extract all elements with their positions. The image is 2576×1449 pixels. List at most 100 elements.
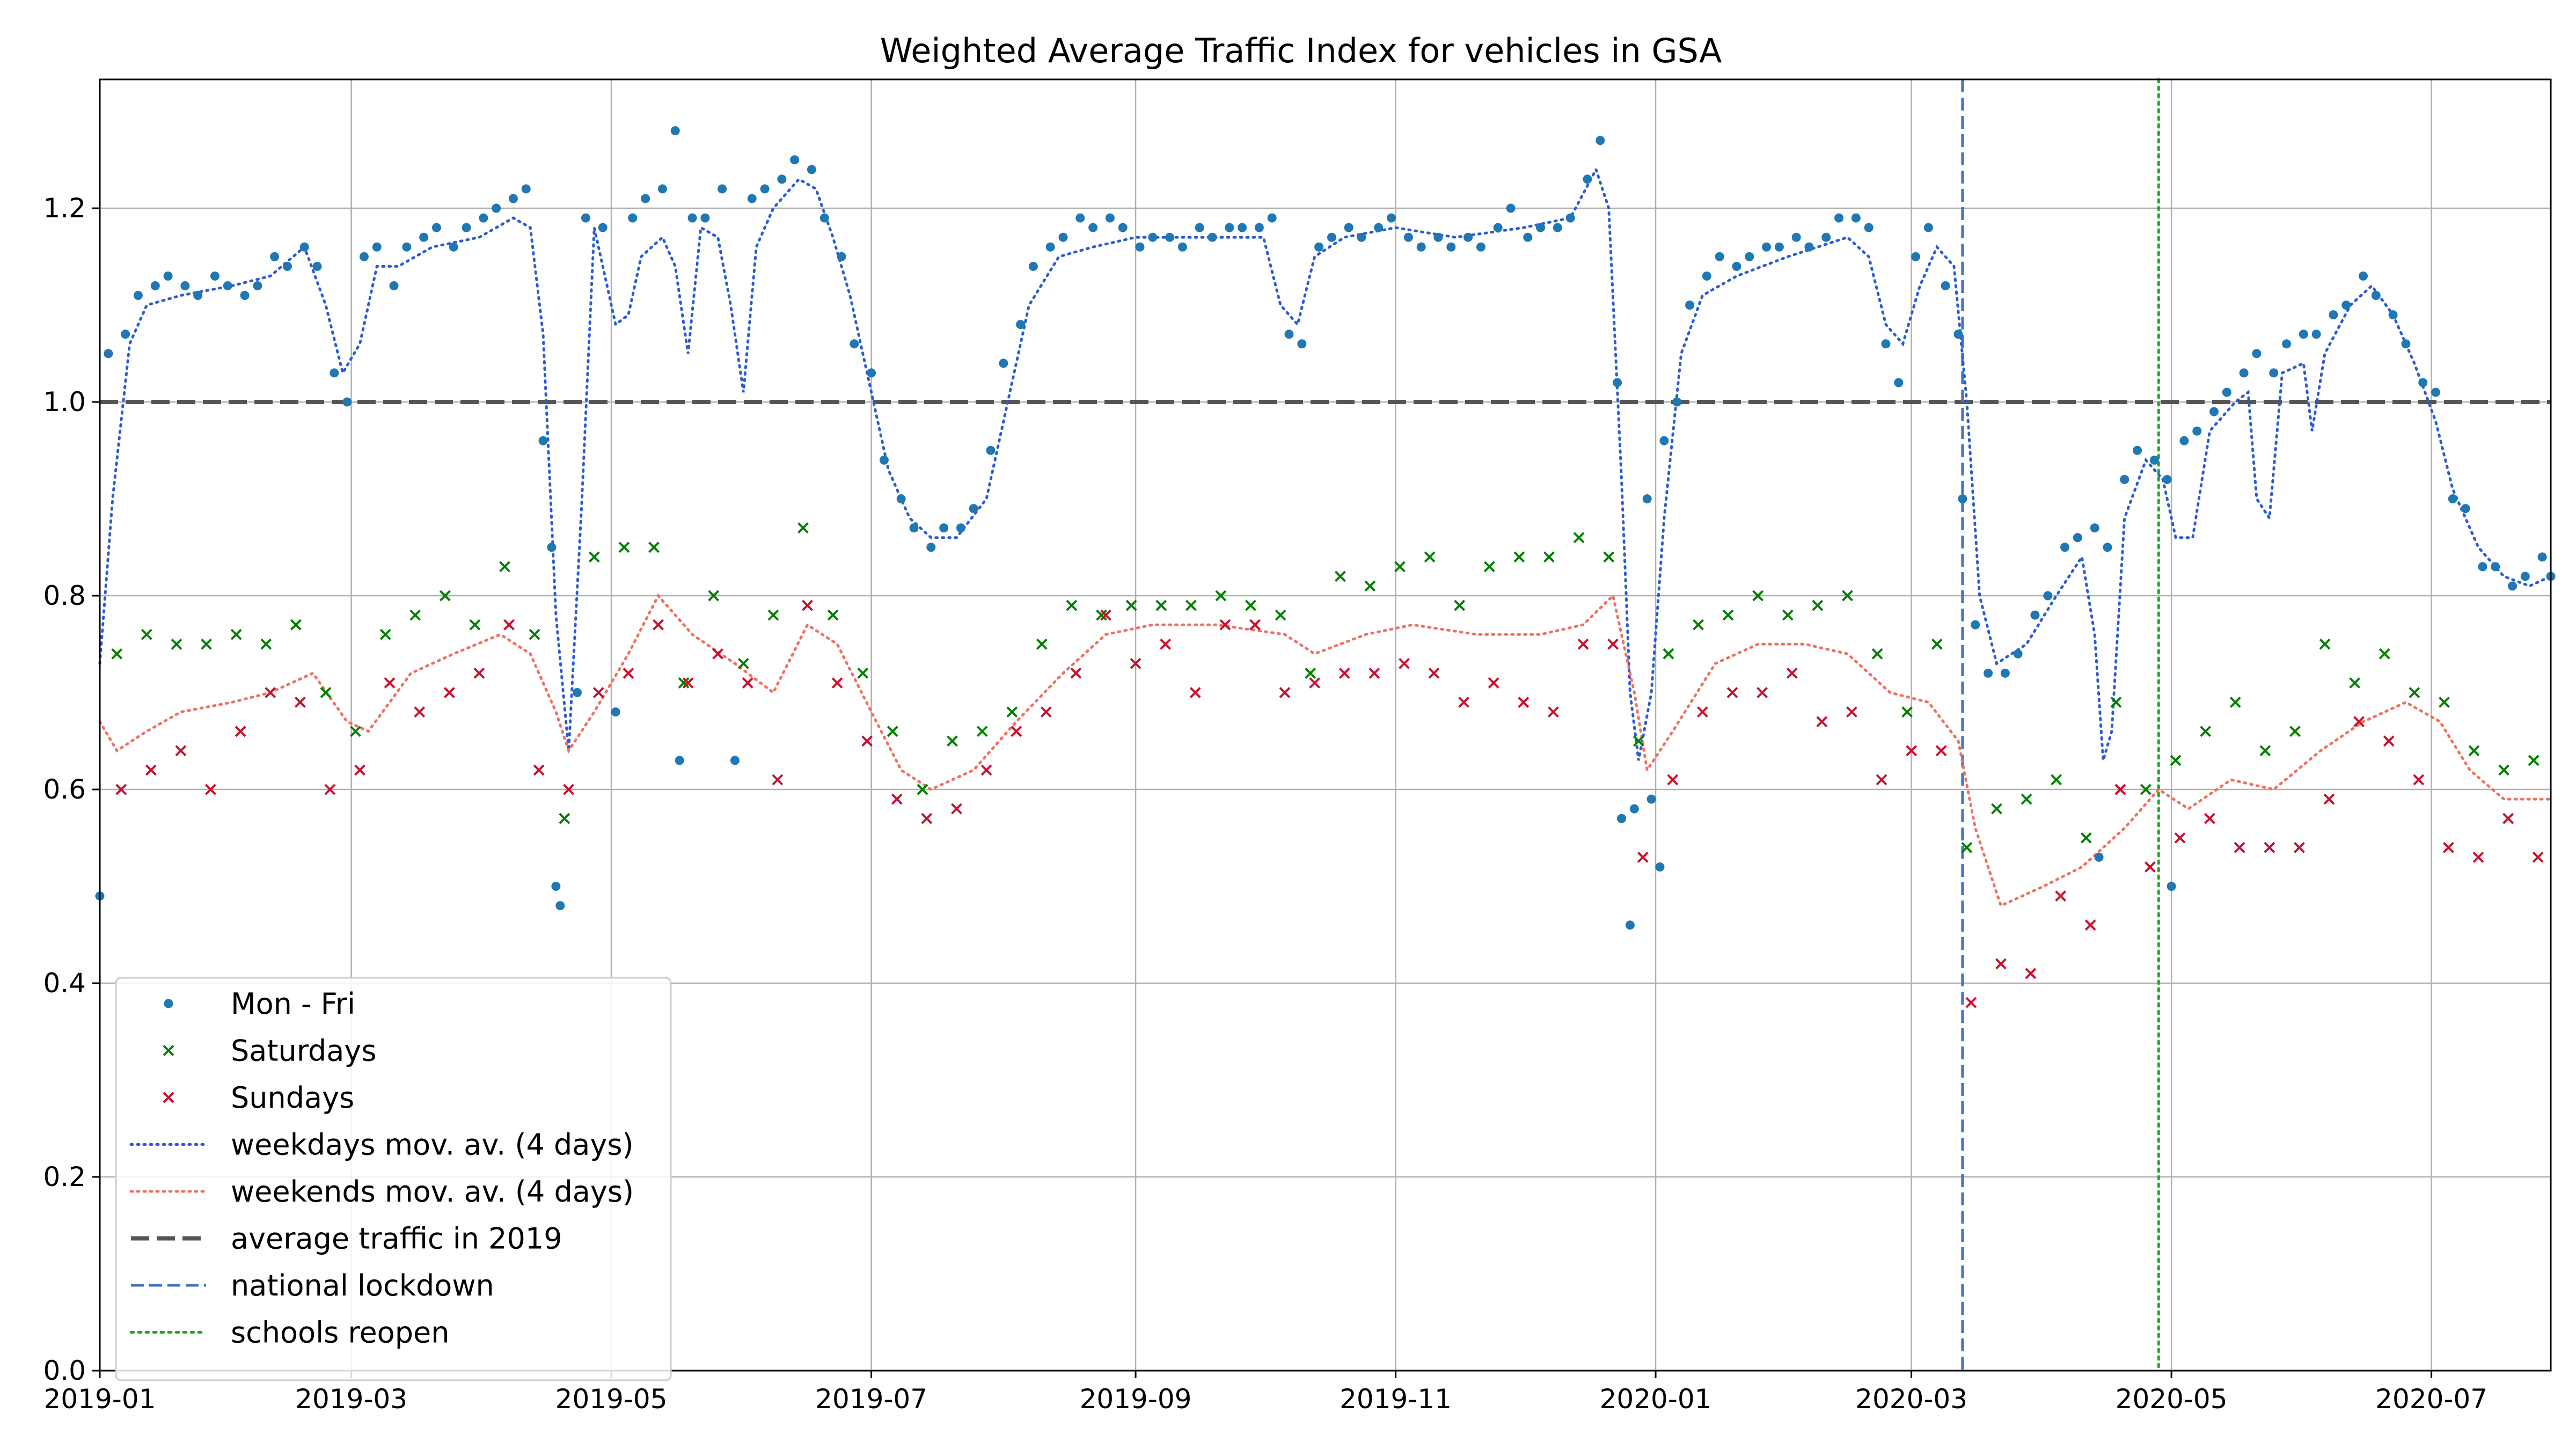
mon-fri-point xyxy=(104,349,113,358)
mon-fri-point xyxy=(1685,301,1695,310)
mon-fri-point xyxy=(431,223,441,232)
mon-fri-point xyxy=(747,194,757,203)
mon-fri-point xyxy=(879,455,889,465)
mon-fri-point xyxy=(850,339,859,349)
saturdays-point xyxy=(1871,648,1883,660)
mon-fri-point xyxy=(1028,261,1038,271)
x-tick-label: 2019-11 xyxy=(1340,1384,1452,1415)
axes: 2019-01 2019-03 2019-05 2019-07 2019-09 2019-… xyxy=(43,193,2487,1415)
sundays-point xyxy=(2502,813,2514,824)
mon-fri-point xyxy=(1344,223,1353,232)
sundays-point xyxy=(1846,706,1857,718)
mon-fri-point xyxy=(2418,378,2428,387)
mon-fri-point xyxy=(2120,474,2129,484)
saturdays-point xyxy=(678,677,690,689)
mon-fri-point xyxy=(1672,397,1682,407)
mon-fri-point xyxy=(1791,232,1801,242)
mon-fri-point xyxy=(670,126,680,136)
sundays-point xyxy=(2383,735,2395,747)
saturdays-point xyxy=(2170,755,2182,766)
mon-fri-point xyxy=(1941,281,1950,290)
mon-fri-point xyxy=(2311,330,2321,339)
legend-label: weekends mov. av. (4 days) xyxy=(231,1175,634,1209)
mon-fri-point xyxy=(372,242,382,252)
saturdays-point xyxy=(588,551,600,563)
mon-fri-point xyxy=(1148,232,1158,242)
sundays-point xyxy=(1040,706,1052,718)
x-tick-label: 2020-07 xyxy=(2375,1384,2487,1415)
mon-fri-point xyxy=(462,223,471,232)
sundays-point xyxy=(772,774,784,786)
mon-fri-point xyxy=(909,523,919,533)
legend-swatch xyxy=(163,1045,174,1056)
mon-fri-point xyxy=(193,291,203,301)
sundays-point xyxy=(712,648,724,660)
sundays-point xyxy=(2413,774,2425,786)
mon-fri-point xyxy=(210,271,219,281)
sundays-point xyxy=(1518,697,1529,708)
sundays-point xyxy=(145,764,157,776)
sundays-point xyxy=(980,764,992,776)
mon-fri-point xyxy=(163,271,173,281)
mon-fri-point xyxy=(675,756,684,765)
sundays-point xyxy=(951,803,962,815)
saturdays-point xyxy=(1066,599,1078,611)
mon-fri-point xyxy=(1118,223,1128,232)
mon-fri-point xyxy=(2491,562,2500,572)
mon-fri-point xyxy=(240,291,250,301)
mon-fri-point xyxy=(2222,387,2231,397)
sundays-point xyxy=(1368,668,1380,679)
saturdays-point xyxy=(439,590,451,602)
mon-fri-point xyxy=(2401,339,2411,349)
legend-entry-national-lockdown: national lockdown xyxy=(131,1269,494,1302)
sundays-point xyxy=(1070,668,1082,679)
mon-fri-point xyxy=(1523,232,1533,242)
sundays-point xyxy=(2234,841,2245,853)
sundays-point xyxy=(2084,919,2096,931)
saturdays-point xyxy=(320,687,332,698)
sundays-point xyxy=(2055,890,2067,902)
saturdays-point xyxy=(2468,745,2480,757)
mon-fri-point xyxy=(270,252,280,261)
mon-fri-point xyxy=(2461,504,2470,514)
mon-fri-point xyxy=(1732,261,1741,271)
mon-fri-point xyxy=(1075,213,1085,223)
saturdays-point xyxy=(2319,638,2331,650)
saturdays-point xyxy=(2289,726,2301,737)
saturdays-point xyxy=(1245,599,1256,611)
mon-fri-point xyxy=(1923,223,1933,232)
mon-fri-point xyxy=(2431,387,2441,397)
sundays-point xyxy=(2442,841,2454,853)
mon-fri-point xyxy=(807,165,816,174)
saturdays-point xyxy=(1991,803,2002,815)
mon-fri-point xyxy=(1208,232,1217,242)
sundays-point xyxy=(653,619,664,631)
mon-fri-point xyxy=(1463,232,1473,242)
sundays-point xyxy=(1965,997,1977,1008)
sundays-point xyxy=(1189,687,1201,698)
mon-fri-point xyxy=(1715,252,1724,261)
saturdays-point xyxy=(1394,561,1406,573)
mon-fri-point xyxy=(1745,252,1754,261)
saturdays-point xyxy=(1842,590,1853,602)
mon-fri-point xyxy=(1135,242,1145,252)
sundays-point xyxy=(354,764,365,776)
saturdays-point xyxy=(499,561,510,573)
sundays-point xyxy=(1130,657,1141,669)
saturdays-point xyxy=(1125,599,1137,611)
saturdays-point xyxy=(1543,551,1555,563)
mon-fri-point xyxy=(1267,213,1277,223)
saturdays-point xyxy=(827,609,839,621)
sundays-point xyxy=(1637,851,1649,863)
sundays-point xyxy=(1399,657,1410,669)
mon-fri-point xyxy=(2388,310,2398,320)
saturdays-point xyxy=(1901,706,1913,718)
saturdays-point xyxy=(1275,609,1286,621)
sundays-point xyxy=(1488,677,1499,689)
y-tick-label: 1.2 xyxy=(43,193,86,224)
saturdays-point xyxy=(618,541,630,553)
mon-fri-point xyxy=(2520,572,2530,581)
mon-fri-point xyxy=(2179,436,2189,445)
saturdays-point xyxy=(1812,599,1824,611)
mon-fri-point xyxy=(1088,223,1098,232)
